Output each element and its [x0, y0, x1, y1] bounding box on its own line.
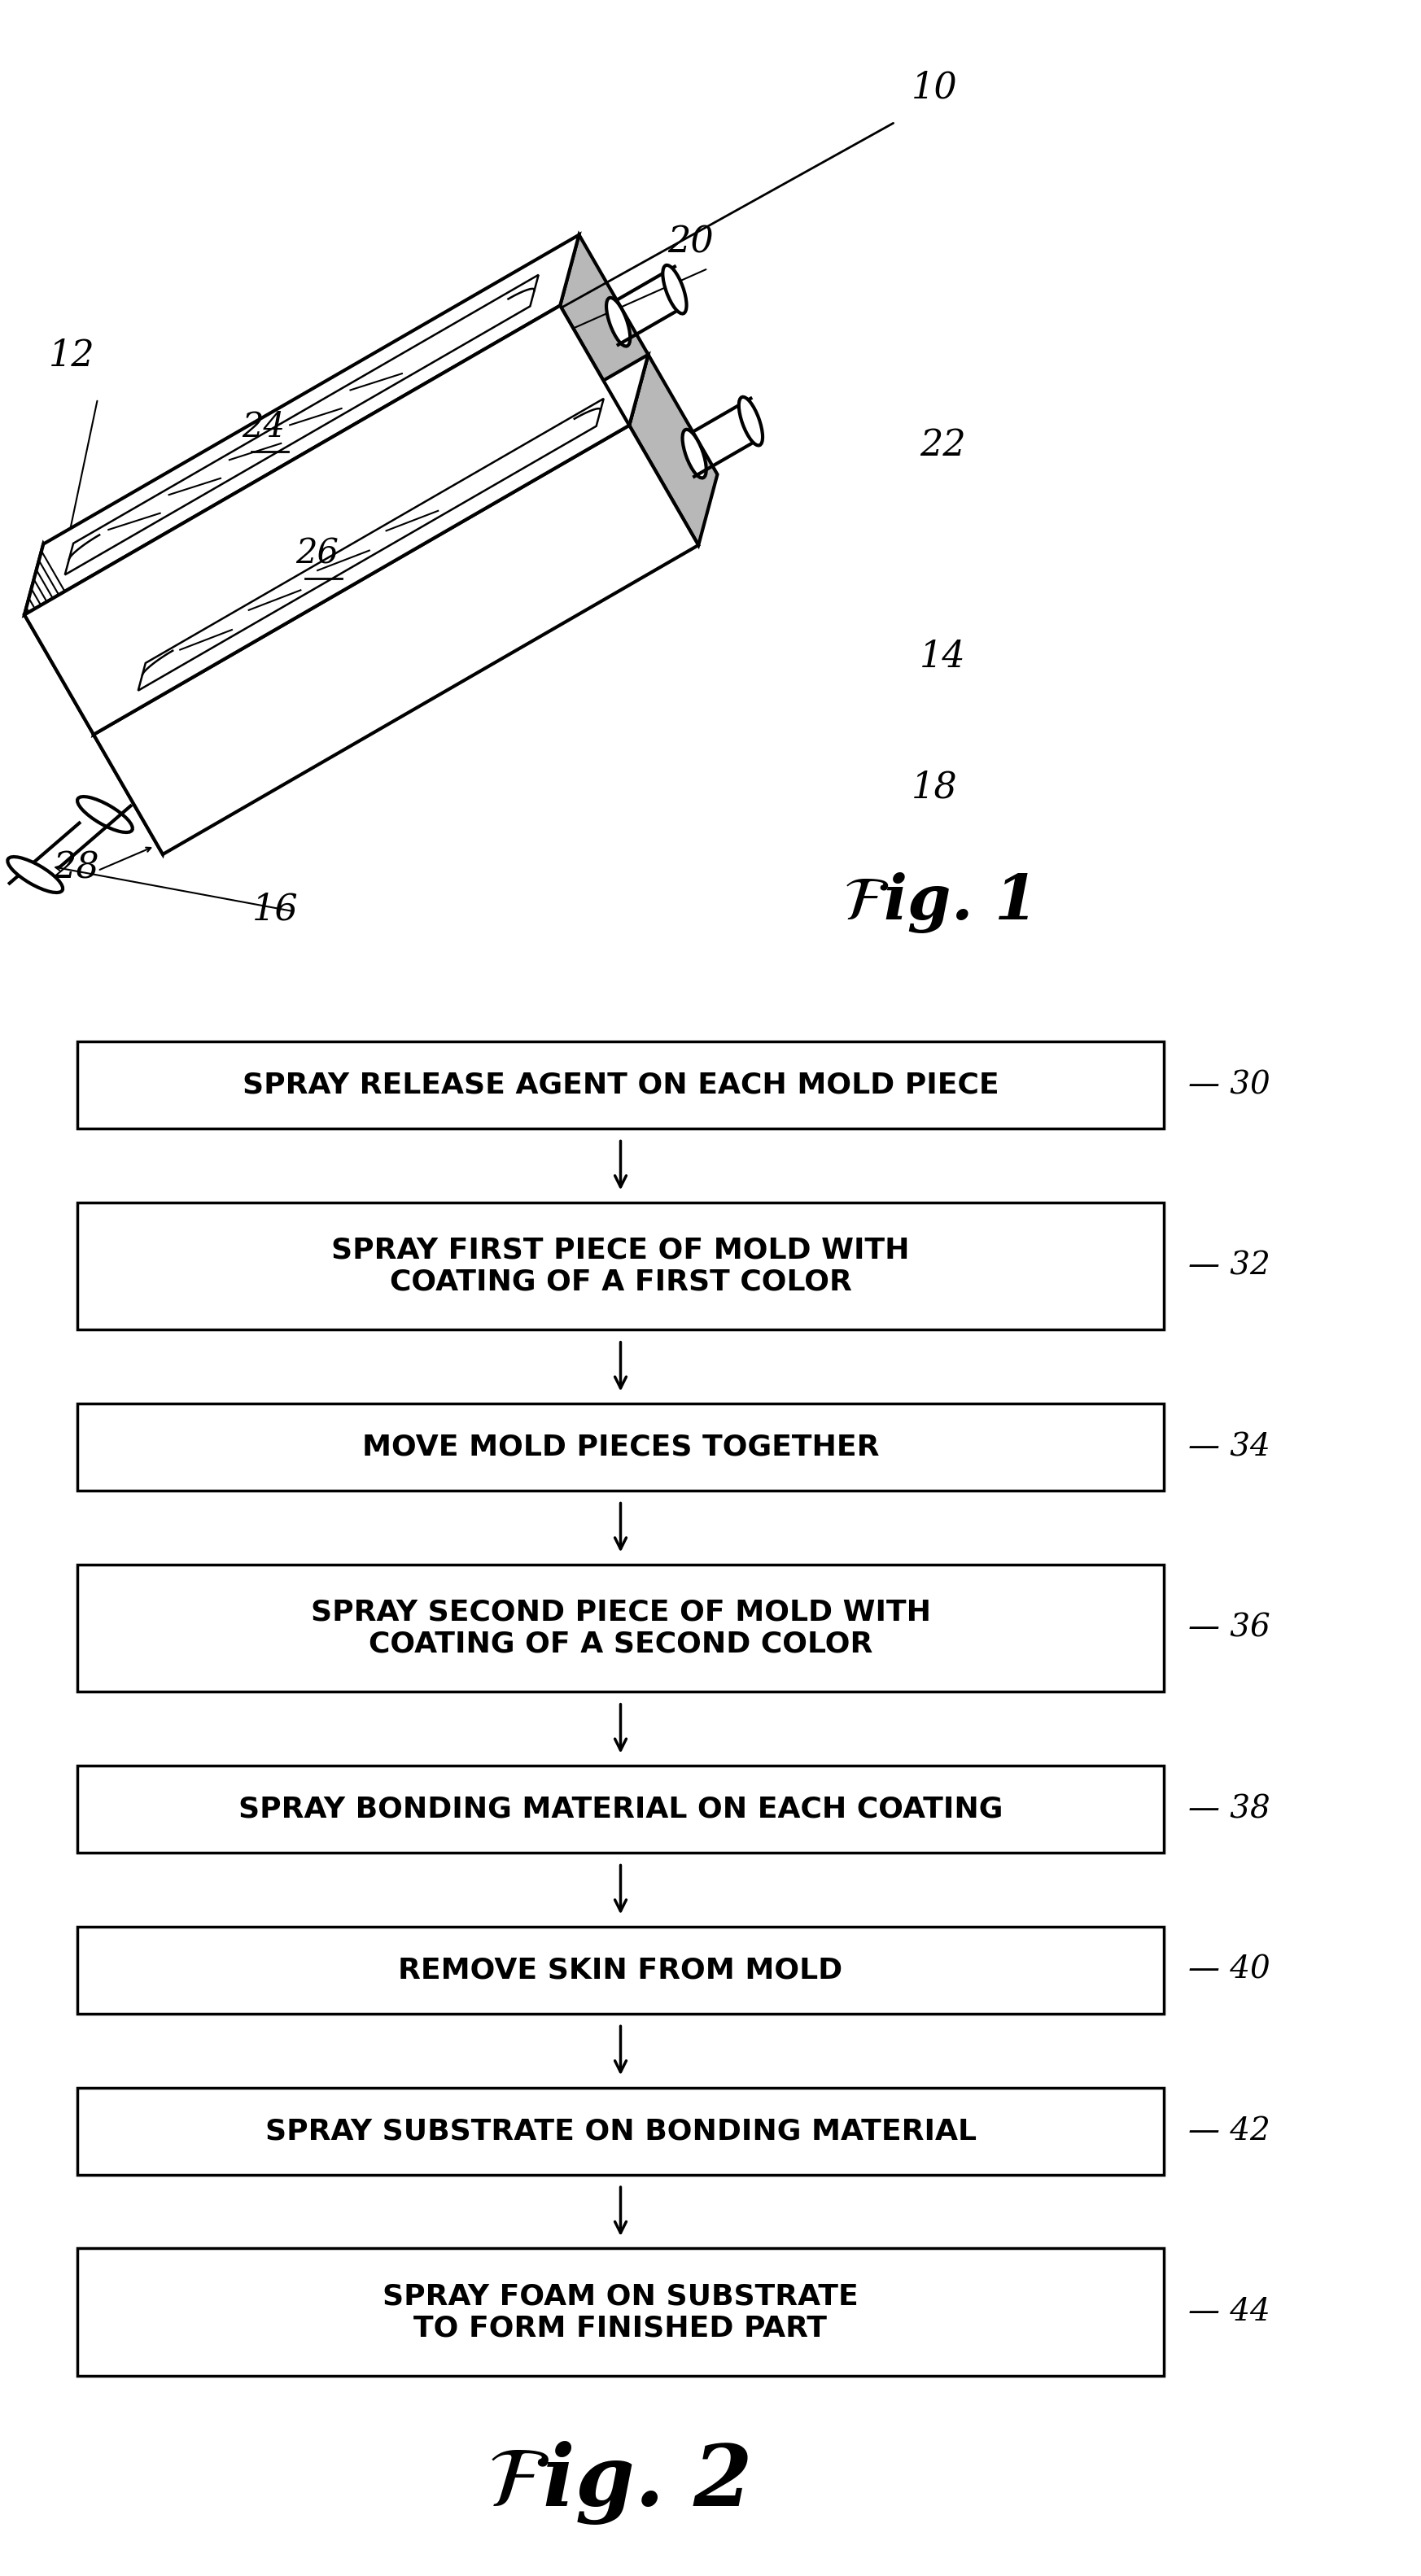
- Text: 16: 16: [253, 891, 298, 927]
- Polygon shape: [77, 1927, 1164, 2014]
- Polygon shape: [77, 1765, 1164, 1852]
- Text: 26: 26: [296, 536, 340, 572]
- Polygon shape: [138, 399, 604, 690]
- Text: 10: 10: [911, 70, 958, 106]
- Polygon shape: [560, 234, 648, 425]
- Text: MOVE MOLD PIECES TOGETHER: MOVE MOLD PIECES TOGETHER: [362, 1432, 880, 1461]
- Text: 28: 28: [53, 850, 99, 886]
- Polygon shape: [77, 2249, 1164, 2375]
- Polygon shape: [24, 234, 578, 616]
- Ellipse shape: [7, 858, 63, 891]
- Text: — 42: — 42: [1188, 2115, 1270, 2146]
- Text: SPRAY RELEASE AGENT ON EACH MOLD PIECE: SPRAY RELEASE AGENT ON EACH MOLD PIECE: [242, 1072, 999, 1100]
- Text: SPRAY BONDING MATERIAL ON EACH COATING: SPRAY BONDING MATERIAL ON EACH COATING: [239, 1795, 1003, 1824]
- Polygon shape: [77, 1203, 1164, 1329]
- Ellipse shape: [739, 397, 763, 446]
- Text: — 32: — 32: [1188, 1252, 1270, 1280]
- Polygon shape: [77, 1564, 1164, 1692]
- Text: SPRAY SECOND PIECE OF MOLD WITH
COATING OF A SECOND COLOR: SPRAY SECOND PIECE OF MOLD WITH COATING …: [310, 1597, 931, 1659]
- Text: 22: 22: [919, 428, 966, 464]
- Text: $\mathit{\mathcal{F}}$ig. 2: $\mathit{\mathcal{F}}$ig. 2: [487, 2439, 750, 2527]
- Text: — 34: — 34: [1188, 1432, 1270, 1463]
- Polygon shape: [94, 665, 182, 855]
- Text: SPRAY FIRST PIECE OF MOLD WITH
COATING OF A FIRST COLOR: SPRAY FIRST PIECE OF MOLD WITH COATING O…: [331, 1236, 909, 1296]
- Text: 20: 20: [668, 224, 713, 260]
- Polygon shape: [77, 1404, 1164, 1492]
- Polygon shape: [630, 355, 718, 546]
- Ellipse shape: [682, 430, 706, 479]
- Text: — 38: — 38: [1188, 1793, 1270, 1824]
- Polygon shape: [65, 276, 539, 574]
- Text: — 30: — 30: [1188, 1069, 1270, 1100]
- Text: — 44: — 44: [1188, 2298, 1270, 2326]
- Polygon shape: [94, 425, 699, 855]
- Polygon shape: [94, 355, 648, 734]
- Polygon shape: [77, 2087, 1164, 2174]
- Ellipse shape: [662, 265, 686, 314]
- Text: 12: 12: [48, 337, 95, 374]
- Text: REMOVE SKIN FROM MOLD: REMOVE SKIN FROM MOLD: [398, 1955, 843, 1984]
- Text: — 40: — 40: [1188, 1955, 1270, 1986]
- Text: SPRAY FOAM ON SUBSTRATE
TO FORM FINISHED PART: SPRAY FOAM ON SUBSTRATE TO FORM FINISHED…: [382, 2282, 858, 2342]
- Ellipse shape: [77, 796, 132, 832]
- Polygon shape: [24, 307, 630, 734]
- Ellipse shape: [607, 299, 630, 345]
- Polygon shape: [24, 544, 112, 734]
- Text: SPRAY SUBSTRATE ON BONDING MATERIAL: SPRAY SUBSTRATE ON BONDING MATERIAL: [264, 2117, 976, 2146]
- Text: 18: 18: [911, 770, 958, 804]
- Text: 14: 14: [919, 639, 966, 675]
- Polygon shape: [77, 1041, 1164, 1128]
- Text: 24: 24: [242, 410, 286, 443]
- Text: $\mathit{\mathcal{F}}$ig. 1: $\mathit{\mathcal{F}}$ig. 1: [843, 871, 1029, 935]
- Text: — 36: — 36: [1188, 1613, 1270, 1643]
